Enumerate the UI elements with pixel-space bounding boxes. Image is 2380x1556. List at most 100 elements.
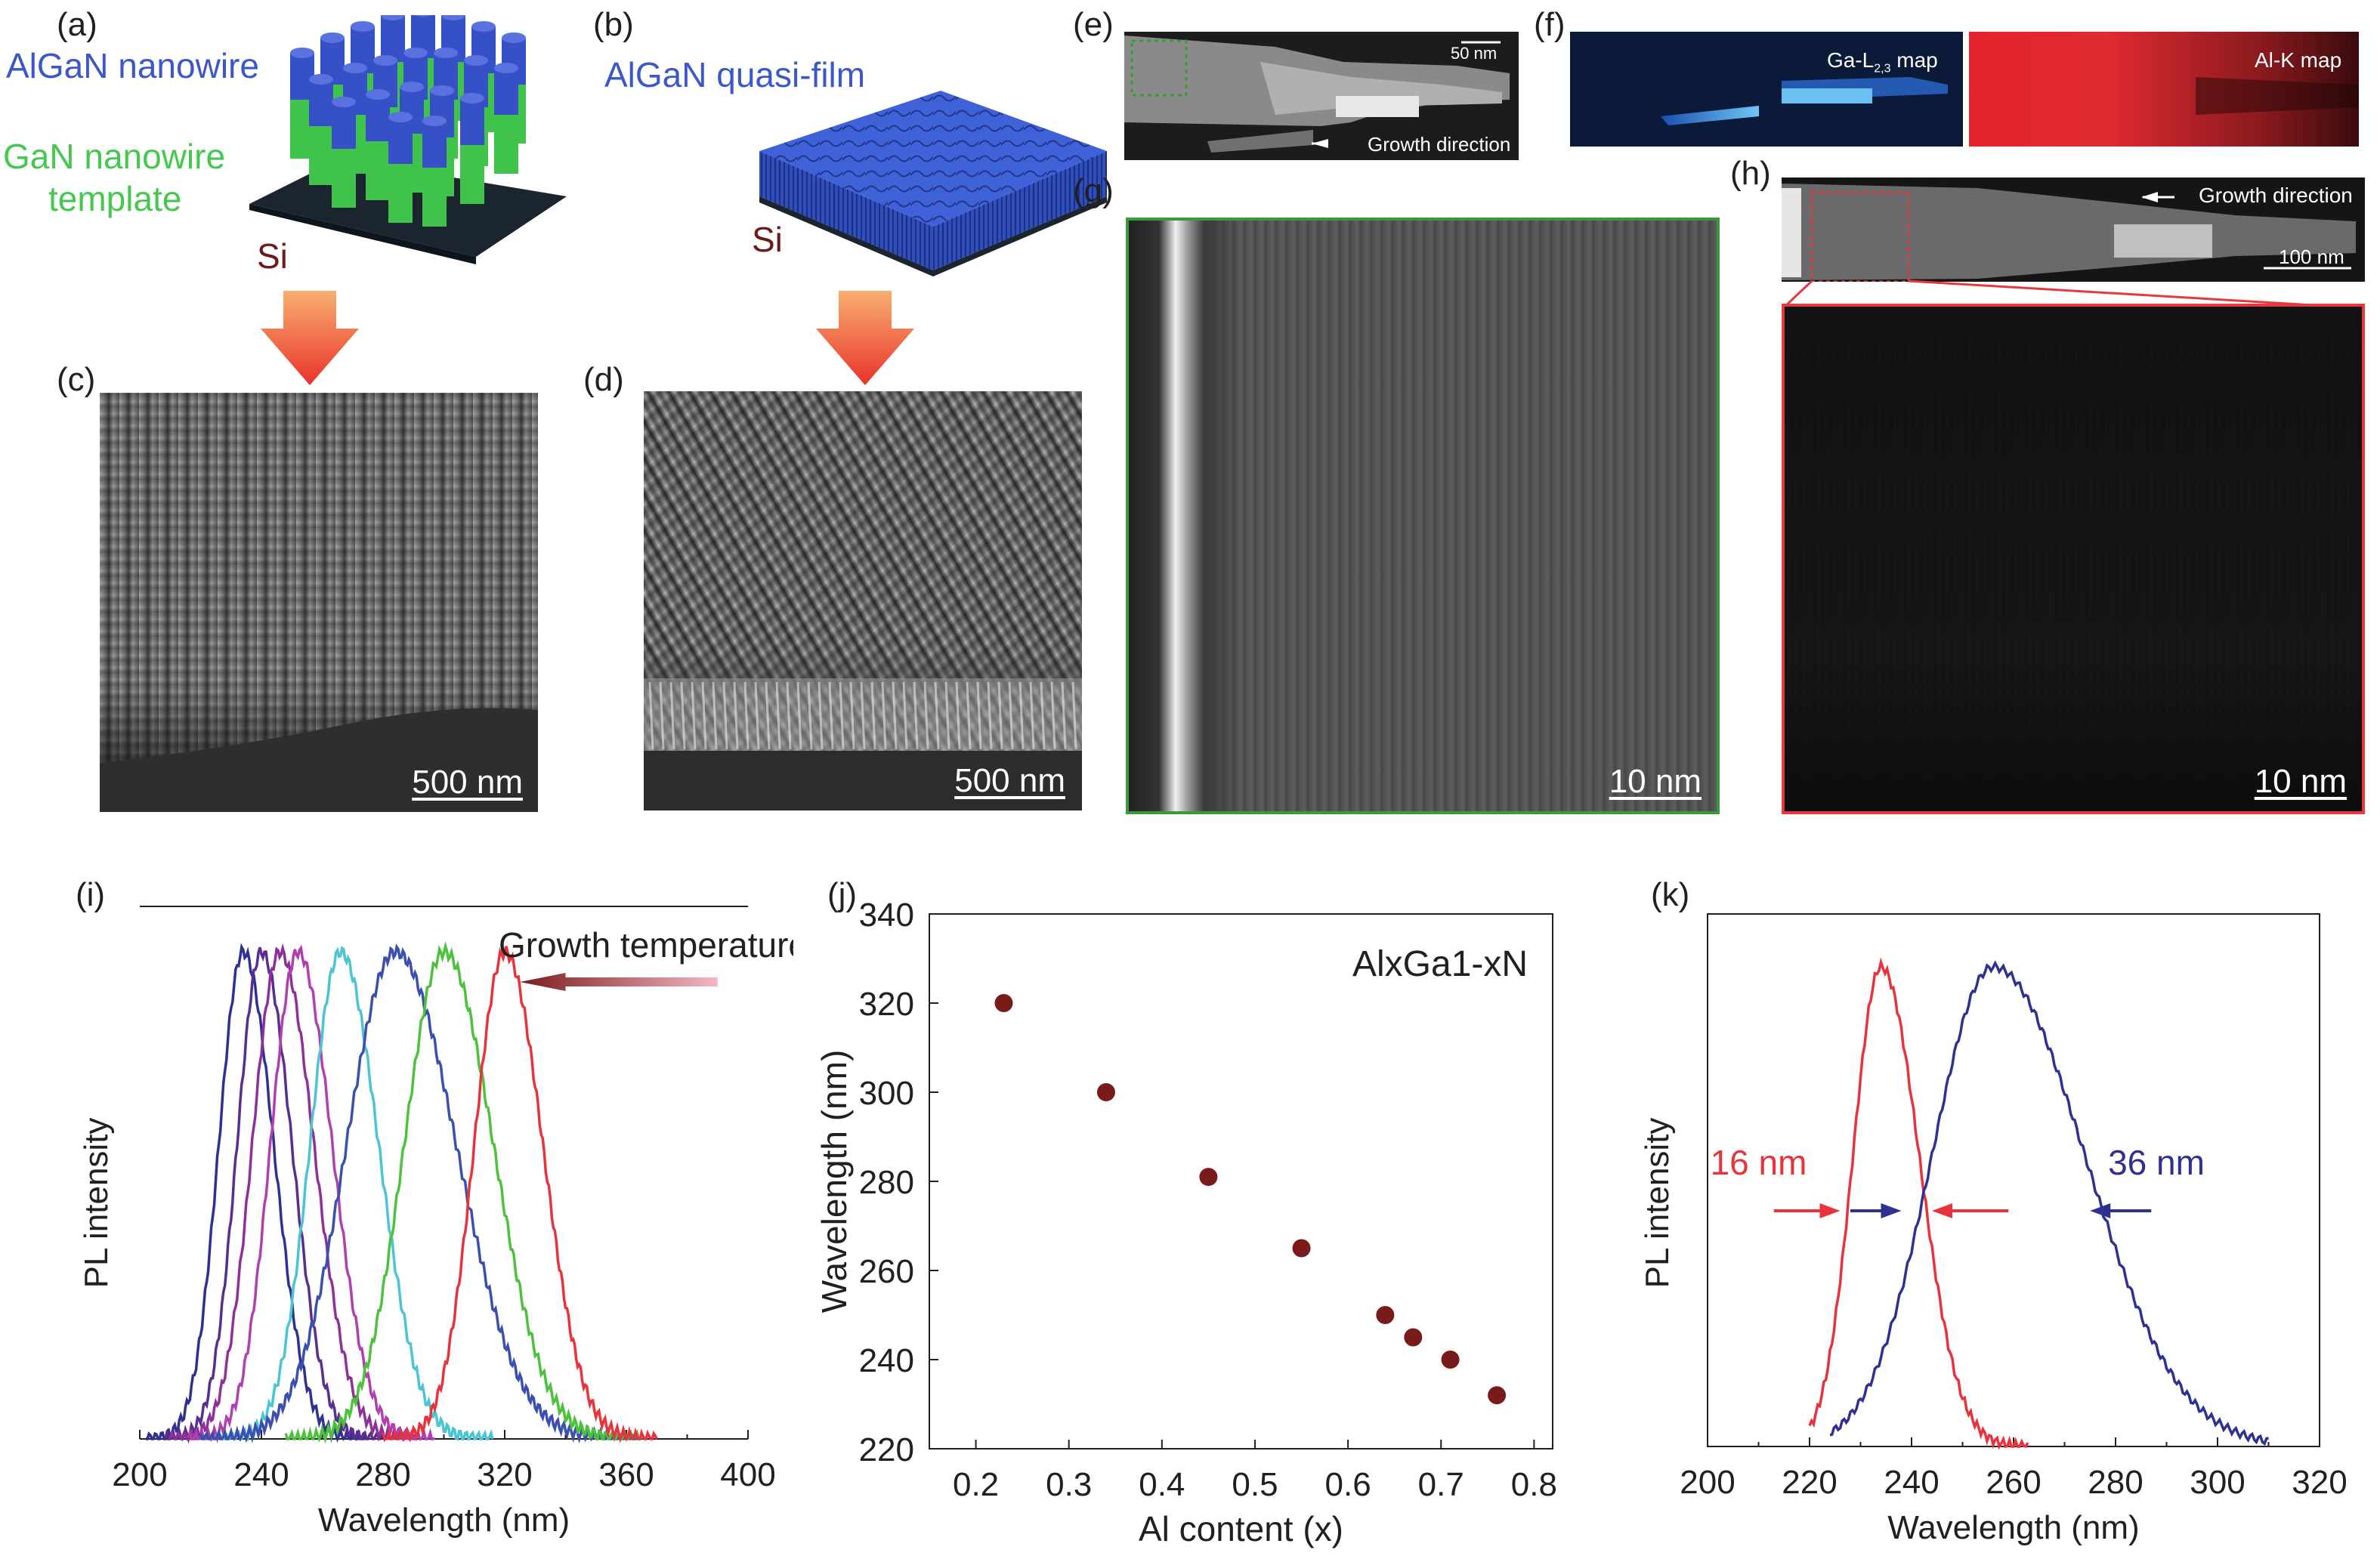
- scale-bar-e: 50 nm: [1451, 44, 1498, 63]
- film-column: [902, 681, 908, 750]
- x-tick-label: 240: [233, 1456, 289, 1493]
- growth-temperature-arrow: [520, 973, 718, 991]
- scale-bar-c: 500 nm: [412, 764, 523, 801]
- film-column: [754, 681, 760, 750]
- film-column: [765, 681, 771, 750]
- film-column: [839, 681, 845, 750]
- fwhm-16nm-label: 16 nm: [1711, 1143, 1807, 1182]
- wire-top: [388, 112, 413, 122]
- pl-curve: [382, 946, 658, 1443]
- wire-top: [471, 21, 496, 32]
- blue-fwhm-arrowhead-right: [2090, 1203, 2111, 1218]
- wire-top: [400, 82, 424, 92]
- algan-wire: [460, 98, 484, 145]
- al-map: Al-K map: [1969, 32, 2359, 147]
- panel-a-label: (a): [57, 6, 97, 43]
- hrtem-image-h: 10 nm: [1782, 304, 2365, 814]
- scale-bar-h: 10 nm: [2254, 763, 2347, 800]
- al-map-label: Al-K map: [2255, 48, 2342, 72]
- red-pl-curve: [1808, 957, 2029, 1450]
- wire-top: [494, 63, 518, 73]
- film-column: [828, 681, 834, 750]
- gan-wire: [366, 140, 390, 200]
- down-arrow-b: [816, 291, 914, 385]
- film-column: [934, 681, 940, 750]
- wire-top: [464, 55, 488, 66]
- wire-top: [441, 15, 465, 20]
- film-column: [944, 681, 950, 750]
- gan-wire: [494, 113, 518, 174]
- data-point: [1404, 1328, 1423, 1347]
- y-tick-label: 320: [859, 986, 914, 1023]
- x-axis-label: Wavelength (nm): [1887, 1509, 2139, 1546]
- chart-j: 0.2 0.3 0.4 0.5 0.6 0.7 0.8 220 240 260 280 300 320 3…: [816, 897, 1557, 1548]
- chart-k: 200 220 240 260 280 300 320 Wavelength (nm) PL i…: [1639, 913, 2348, 1546]
- film-column: [1018, 681, 1025, 750]
- x-tick-label: 220: [1782, 1464, 1837, 1501]
- x-tick-label: 300: [2190, 1464, 2245, 1501]
- sem-image-d: 500 nm: [644, 391, 1082, 810]
- ga-map: Ga-L2,3 map: [1570, 32, 1963, 147]
- wire-top: [502, 32, 526, 43]
- blue-fwhm-arrowhead-left: [1881, 1203, 1902, 1218]
- algan-wire: [422, 121, 447, 168]
- scale-bar-h-top: 100 nm: [2279, 245, 2344, 268]
- algan-quasi-film-label: AlGaN quasi-film: [604, 55, 866, 94]
- ga-map-label: Ga-L2,3 map: [1827, 48, 1938, 76]
- wire-top: [366, 89, 390, 100]
- y-axis-label: PL intensity: [1639, 1118, 1676, 1289]
- blue-pl-curve: [1829, 960, 2269, 1446]
- x-tick-label: 200: [1680, 1464, 1735, 1501]
- film-column: [796, 681, 802, 750]
- template-label: template: [48, 179, 182, 218]
- film-column: [691, 681, 697, 750]
- panel-f-label: (f): [1534, 6, 1566, 43]
- x-tick-label: 0.4: [1139, 1466, 1185, 1503]
- down-arrow-a: [261, 291, 359, 385]
- x-tick-label: 0.8: [1511, 1466, 1557, 1503]
- algan-wire: [494, 68, 518, 115]
- alloy-formula-label: AlxGa1-xN: [1352, 944, 1528, 984]
- panel-c-label: (c): [57, 361, 96, 398]
- wire-top: [381, 15, 405, 20]
- film-column: [659, 681, 665, 750]
- algan-wire: [309, 79, 333, 126]
- film-column: [870, 681, 876, 750]
- scale-bar-g: 10 nm: [1609, 763, 1702, 800]
- wire-top: [332, 97, 356, 107]
- wire-top: [351, 21, 375, 32]
- y-axis-label: PL intensity: [78, 1118, 115, 1289]
- gan-wire: [309, 125, 333, 185]
- red-fwhm-arrowhead-left: [1819, 1203, 1841, 1218]
- wire-top: [373, 55, 397, 66]
- film-column: [712, 681, 718, 750]
- panel-d-label: (d): [583, 361, 624, 398]
- wire-top: [460, 93, 484, 103]
- x-tick-label: 320: [477, 1456, 532, 1493]
- data-point: [1441, 1351, 1460, 1369]
- wire-top: [422, 116, 447, 126]
- film-column: [648, 681, 654, 750]
- algan-wire: [332, 102, 356, 149]
- y-tick-label: 300: [859, 1075, 914, 1112]
- x-tick-label: 400: [720, 1456, 775, 1493]
- film-column: [892, 681, 898, 750]
- film-column: [849, 681, 855, 750]
- x-tick-label: 260: [1986, 1464, 2041, 1501]
- wire-top: [320, 32, 345, 43]
- panel-i-label: (i): [76, 876, 106, 913]
- wire-top: [343, 63, 367, 73]
- plot-frame: [929, 913, 1553, 1449]
- x-tick-label: 0.3: [1046, 1466, 1092, 1503]
- film-column: [923, 681, 929, 750]
- gan-wire: [388, 162, 413, 223]
- x-tick-label: 360: [598, 1456, 654, 1493]
- film-column: [1008, 681, 1014, 750]
- film-column: [786, 681, 792, 750]
- panel-j-label: (j): [827, 876, 858, 913]
- wire-top: [290, 48, 314, 58]
- fwhm-36nm-label: 36 nm: [2108, 1143, 2205, 1182]
- growth-direction-e: Growth direction: [1368, 133, 1511, 156]
- algan-wire: [381, 15, 405, 62]
- film-column: [722, 681, 728, 750]
